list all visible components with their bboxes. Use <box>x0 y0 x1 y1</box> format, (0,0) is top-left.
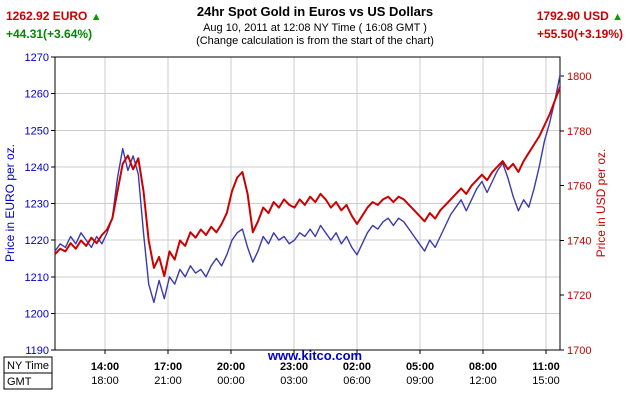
x-tick-ny-label: 17:00 <box>154 361 182 373</box>
series-line-usd <box>54 86 561 278</box>
right-tick-label: 1700 <box>567 345 591 357</box>
x-tick-ny-label: 14:00 <box>91 361 119 373</box>
left-tick-label: 1250 <box>25 125 49 137</box>
usd-change: +55.50(+3.19%) <box>536 27 623 41</box>
x-tick-gmt-label: 09:00 <box>406 375 434 387</box>
left-tick-label: 1240 <box>25 162 49 174</box>
kitco-link[interactable]: www.kitco.com <box>267 348 363 363</box>
left-tick-label: 1190 <box>25 345 49 357</box>
x-tick-ny-label: 11:00 <box>532 361 560 373</box>
gmt-label: GMT <box>7 376 32 388</box>
right-tick-label: 1760 <box>567 181 591 193</box>
right-tick-label: 1780 <box>567 126 591 138</box>
usd-quote: 1792.90 USD ▲ +55.50(+3.19%) <box>537 9 623 41</box>
x-tick-ny-label: 08:00 <box>469 361 497 373</box>
x-tick-gmt-label: 00:00 <box>217 375 245 387</box>
x-tick-gmt-label: 06:00 <box>343 375 371 387</box>
euro-quote: 1262.92 EURO ▲ +44.31(+3.64%) <box>6 9 102 41</box>
plot-border <box>54 56 561 351</box>
euro-change: +44.31(+3.64%) <box>6 27 93 41</box>
euro-price-row: 1262.92 EURO ▲ <box>6 9 102 23</box>
left-tick-label: 1260 <box>25 89 49 101</box>
chart-header: 24hr Spot Gold in Euros vs US Dollars Au… <box>90 4 540 47</box>
right-tick-label: 1720 <box>567 290 591 302</box>
left-tick-label: 1200 <box>25 308 49 320</box>
x-tick-ny-label: 02:00 <box>343 361 371 373</box>
x-tick-gmt-label: 18:00 <box>91 375 119 387</box>
chart-subtitle: Aug 10, 2011 at 12:08 NY Time ( 16:08 GM… <box>203 22 427 34</box>
left-tick-label: 1270 <box>25 52 49 64</box>
right-tick-label: 1740 <box>567 235 591 247</box>
usd-price-row: 1792.90 USD ▲ <box>537 9 623 23</box>
chart-note: (Change calculation is from the start of… <box>196 35 434 47</box>
left-tick-label: 1210 <box>25 272 49 284</box>
x-tick-gmt-label: 03:00 <box>280 375 308 387</box>
usd-up-arrow: ▲ <box>612 11 623 23</box>
x-tick-ny-label: 20:00 <box>217 361 245 373</box>
left-tick-label: 1220 <box>25 235 49 247</box>
x-tick-gmt-label: 15:00 <box>532 375 560 387</box>
chart-title: 24hr Spot Gold in Euros vs US Dollars <box>196 4 434 19</box>
x-tick-gmt-label: 12:00 <box>469 375 497 387</box>
series-line-euro <box>54 75 561 304</box>
x-tick-gmt-label: 21:00 <box>154 375 182 387</box>
ny-time-label: NY Time <box>7 360 49 372</box>
x-tick-ny-label: 23:00 <box>280 361 308 373</box>
euro-price: 1262.92 EURO <box>6 9 88 23</box>
right-axis-title: Price in USD per oz. <box>594 149 608 258</box>
left-axis-title: Price in EURO per oz. <box>3 144 17 262</box>
right-tick-label: 1800 <box>567 71 591 83</box>
left-tick-label: 1230 <box>25 199 49 211</box>
euro-up-arrow: ▲ <box>90 11 102 23</box>
usd-price: 1792.90 USD <box>536 9 609 23</box>
x-tick-ny-label: 05:00 <box>406 361 434 373</box>
